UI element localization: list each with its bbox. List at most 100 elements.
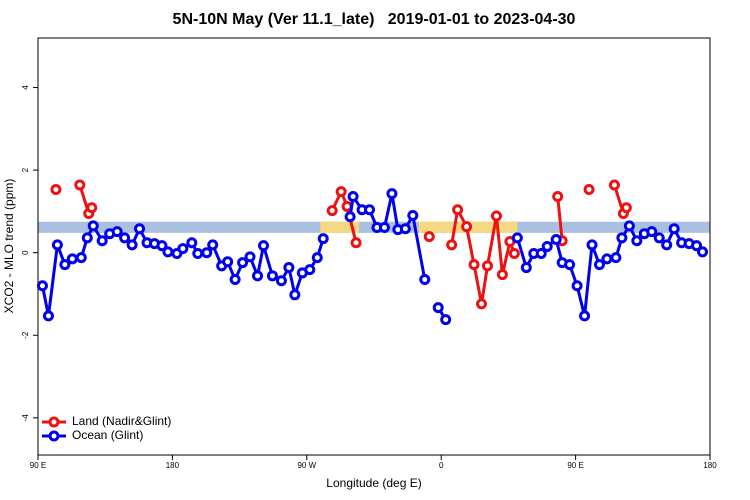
x-tick-label: 180 xyxy=(703,461,717,470)
x-tick-label: 180 xyxy=(166,461,180,470)
data-point xyxy=(162,246,174,258)
x-tick-label: 90 E xyxy=(30,461,46,470)
data-point xyxy=(96,235,108,247)
x-tick-label: 0 xyxy=(439,461,444,470)
data-point xyxy=(432,302,444,314)
y-tick-label: 0 xyxy=(21,250,30,255)
data-point xyxy=(386,188,398,200)
legend-marker xyxy=(48,416,60,428)
data-point xyxy=(571,280,583,292)
data-point xyxy=(74,179,86,191)
data-point xyxy=(541,241,553,252)
data-point xyxy=(423,231,435,243)
data-point xyxy=(476,298,488,310)
data-point xyxy=(51,239,63,251)
data-point xyxy=(535,248,547,260)
data-point xyxy=(66,253,78,265)
data-point xyxy=(610,252,622,264)
data-point xyxy=(608,179,620,191)
data-point xyxy=(134,223,146,235)
band-highlight xyxy=(320,221,360,233)
y-tick-label: -4 xyxy=(21,414,30,422)
data-point xyxy=(344,211,356,223)
data-point xyxy=(668,223,680,235)
data-point xyxy=(511,232,523,244)
legend-label: Ocean (Glint) xyxy=(72,428,143,442)
plot-frame xyxy=(37,37,711,456)
data-point xyxy=(616,232,628,244)
data-point xyxy=(177,243,189,255)
data-point xyxy=(579,310,591,322)
data-point xyxy=(586,239,598,251)
x-tick-label: 90 E xyxy=(567,461,583,470)
data-point xyxy=(186,237,198,249)
data-point xyxy=(207,239,219,251)
data-point xyxy=(508,248,520,260)
data-point xyxy=(350,237,362,249)
y-tick-label: 2 xyxy=(21,167,30,172)
data-point xyxy=(192,248,204,260)
data-point xyxy=(59,259,71,271)
data-point xyxy=(646,226,658,238)
data-point xyxy=(399,223,411,235)
data-point xyxy=(237,257,249,269)
data-point xyxy=(304,264,316,276)
x-axis-title: Longitude (deg E) xyxy=(326,476,421,490)
data-point xyxy=(691,240,703,252)
data-point xyxy=(86,202,98,214)
data-point xyxy=(289,289,301,301)
data-point xyxy=(275,275,287,287)
data-point xyxy=(378,222,390,234)
data-point xyxy=(653,232,665,244)
legend-label: Land (Nadir&Glint) xyxy=(72,414,171,428)
data-point xyxy=(50,184,62,196)
data-point xyxy=(283,262,295,274)
data-point xyxy=(257,240,269,252)
data-point xyxy=(244,251,256,263)
data-point xyxy=(252,270,264,282)
data-point xyxy=(452,204,464,216)
data-point xyxy=(550,233,562,245)
data-point xyxy=(620,202,632,214)
data-point xyxy=(496,269,508,281)
data-point xyxy=(111,226,123,238)
data-point xyxy=(347,191,359,203)
data-point xyxy=(126,239,138,251)
data-point xyxy=(419,274,431,286)
data-point xyxy=(222,256,234,268)
data-point xyxy=(601,253,613,265)
data-point xyxy=(481,260,493,272)
data-point xyxy=(583,184,595,196)
legend-marker xyxy=(48,430,60,442)
data-point xyxy=(520,262,532,274)
data-point xyxy=(593,259,605,271)
data-point xyxy=(326,205,338,217)
data-point xyxy=(552,191,564,203)
data-point xyxy=(631,235,643,247)
data-point xyxy=(87,220,99,232)
data-point xyxy=(661,239,673,251)
data-point xyxy=(335,186,347,198)
data-point xyxy=(42,310,54,322)
data-point xyxy=(697,246,709,258)
data-point xyxy=(490,210,502,222)
data-point xyxy=(119,232,131,244)
data-point xyxy=(564,259,576,271)
data-point xyxy=(201,247,213,259)
data-point xyxy=(364,204,376,216)
data-point xyxy=(468,259,480,271)
y-tick-label: -2 xyxy=(21,331,30,339)
data-point xyxy=(446,239,458,251)
data-point xyxy=(461,221,473,233)
data-point xyxy=(156,240,168,252)
data-point xyxy=(407,210,419,222)
data-point xyxy=(623,220,635,232)
y-tick-label: 4 xyxy=(21,85,30,90)
chart-title: 5N-10N May (Ver 11.1_late) 2019-01-01 to… xyxy=(173,11,576,28)
data-point xyxy=(81,232,93,244)
data-point xyxy=(266,270,278,282)
data-point xyxy=(311,252,323,264)
data-point xyxy=(229,274,241,286)
data-point xyxy=(440,314,452,326)
